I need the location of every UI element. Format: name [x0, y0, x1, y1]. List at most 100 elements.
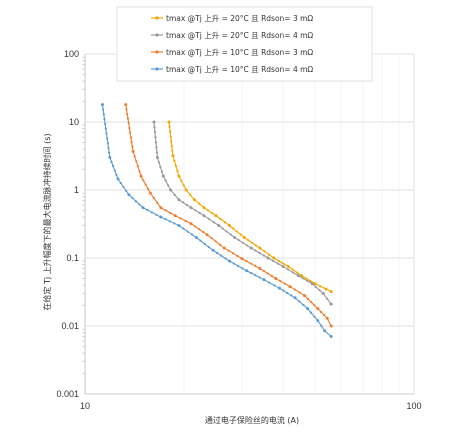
data-point: [124, 103, 128, 107]
data-point: [179, 217, 182, 220]
series-2: [152, 120, 333, 306]
data-point: [227, 249, 230, 252]
data-point: [233, 236, 237, 240]
data-point: [129, 136, 132, 139]
data-point: [174, 164, 178, 167]
data-point: [299, 274, 303, 278]
data-point: [128, 126, 131, 130]
series-line: [101, 104, 332, 337]
data-point: [107, 146, 110, 150]
data-point: [258, 246, 262, 250]
data-point: [152, 196, 155, 200]
data-point: [159, 215, 163, 219]
data-point: [229, 233, 232, 236]
data-point: [192, 198, 196, 202]
data-point: [232, 252, 235, 255]
data-point: [245, 244, 249, 247]
data-point: [153, 125, 156, 129]
data-point: [198, 202, 201, 205]
data-point: [189, 222, 193, 226]
legend-marker: [155, 67, 159, 71]
data-point: [262, 269, 265, 273]
x-tick-label: 10: [80, 401, 90, 411]
data-point: [282, 289, 285, 292]
data-point: [329, 324, 333, 328]
data-point: [225, 230, 228, 233]
data-point: [292, 271, 295, 274]
data-point: [169, 188, 173, 192]
legend-label: tmax @Tj 上升 = 10°C 且 Rdson= 3 mΩ: [166, 48, 313, 57]
data-point: [157, 161, 160, 164]
data-point: [316, 319, 320, 323]
data-point: [177, 198, 181, 202]
data-point: [216, 251, 219, 255]
data-point: [184, 219, 187, 223]
data-point: [127, 193, 131, 197]
x-tick-label: 100: [406, 401, 421, 411]
data-point: [239, 233, 242, 236]
data-point: [160, 170, 163, 173]
data-point: [313, 315, 316, 318]
data-point: [181, 201, 185, 204]
data-point: [142, 179, 145, 182]
y-tick-label: 0.001: [56, 389, 79, 399]
data-point: [293, 288, 296, 291]
legend-marker: [155, 33, 159, 37]
data-point: [228, 224, 232, 228]
data-point: [202, 214, 206, 218]
data-point: [258, 251, 261, 255]
data-point: [173, 193, 176, 196]
data-point: [232, 227, 235, 230]
data-point: [155, 213, 158, 216]
data-point: [134, 200, 138, 203]
data-point: [152, 120, 156, 124]
data-point: [270, 274, 273, 278]
data-point: [164, 209, 167, 212]
data-point: [133, 155, 136, 158]
data-point: [150, 211, 153, 214]
data-point: [249, 246, 253, 250]
legend-item: tmax @Tj 上升 = 20°C 且 Rdson= 3 mΩ: [151, 14, 313, 23]
data-point: [105, 132, 108, 135]
data-point: [329, 290, 333, 294]
legend-item: tmax @Tj 上升 = 10°C 且 Rdson= 4 mΩ: [151, 65, 313, 74]
data-point: [274, 276, 278, 280]
data-point: [221, 227, 224, 230]
data-point: [203, 242, 206, 245]
data-point: [126, 112, 129, 116]
data-point: [125, 108, 128, 111]
data-point: [189, 206, 193, 210]
data-point: [329, 335, 333, 339]
data-point: [272, 256, 276, 260]
data-point: [323, 329, 327, 333]
data-point: [222, 246, 226, 250]
data-point: [228, 259, 232, 263]
data-point: [154, 141, 158, 144]
data-point: [206, 209, 210, 212]
data-point: [108, 156, 112, 160]
y-tick-label: 0.1: [66, 253, 79, 263]
data-point: [212, 221, 215, 224]
data-point: [177, 174, 181, 178]
data-point: [287, 268, 290, 271]
data-point: [211, 248, 215, 252]
data-point: [159, 165, 162, 168]
data-point: [320, 324, 323, 327]
data-point: [220, 254, 223, 257]
data-point: [313, 282, 317, 286]
data-point: [154, 136, 157, 139]
data-point: [155, 156, 159, 160]
data-point: [247, 239, 250, 242]
data-point: [156, 201, 159, 204]
data-point: [171, 154, 175, 158]
data-point: [186, 230, 189, 233]
data-point: [262, 254, 265, 257]
data-point: [306, 297, 309, 300]
data-point: [102, 113, 105, 116]
plot-area: [100, 103, 333, 339]
data-point: [135, 160, 138, 163]
data-point: [127, 122, 130, 125]
data-point: [106, 142, 109, 145]
legend-label: tmax @Tj 上升 = 20°C 且 Rdson= 3 mΩ: [166, 14, 313, 23]
